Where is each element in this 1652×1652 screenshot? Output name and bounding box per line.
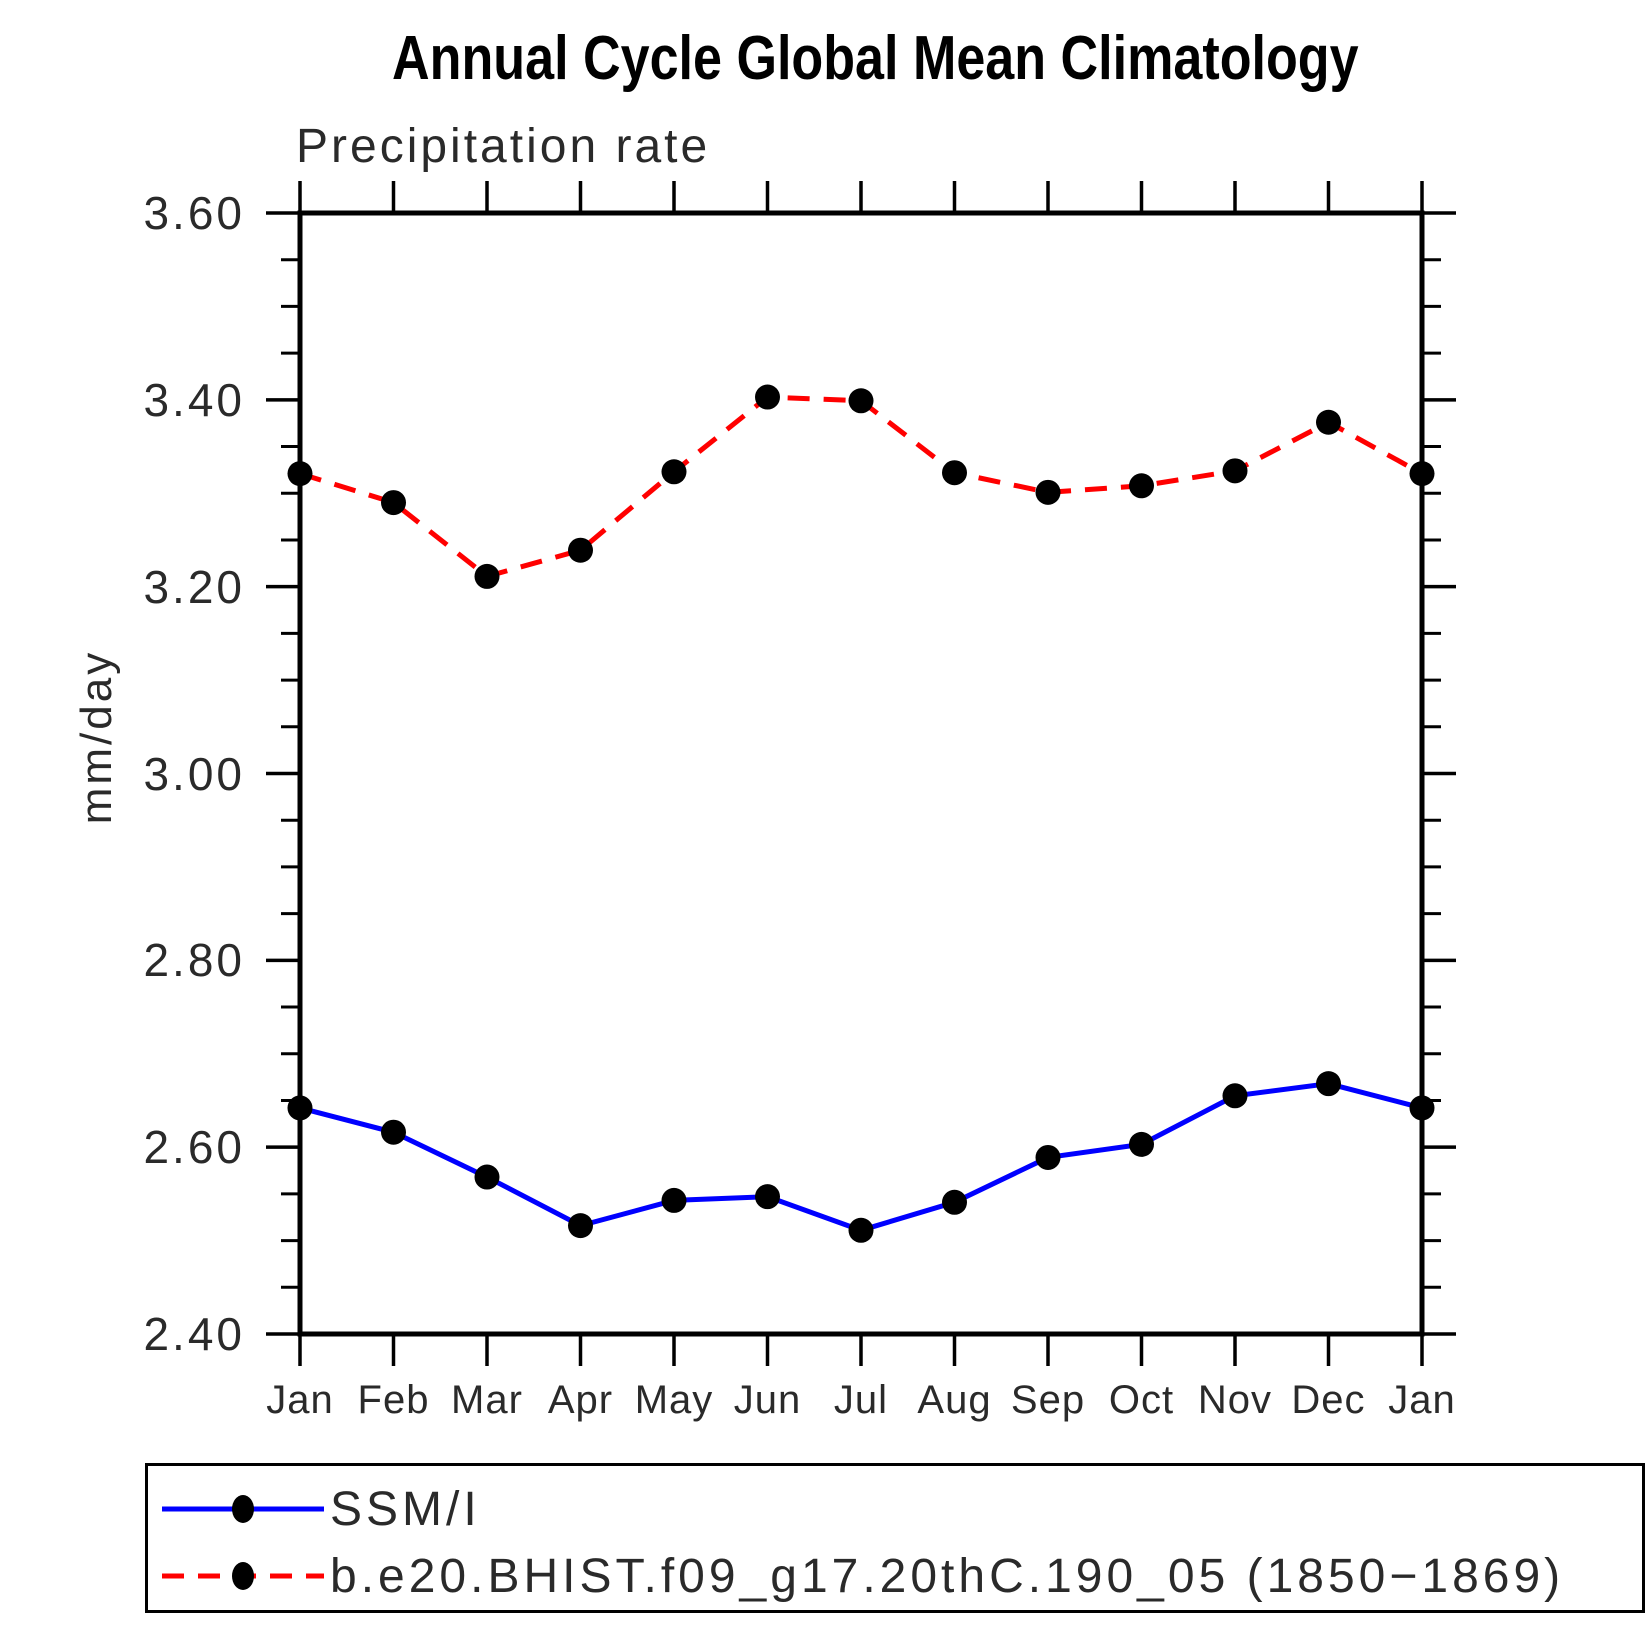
model-data-point: [1316, 409, 1341, 435]
plot-frame-rect: [297, 210, 1425, 1337]
legend-box: SSM/I b.e20.BHIST.f09_g17.20thC.190_05 (…: [145, 1463, 1645, 1613]
x-tick-label: Feb: [357, 1378, 430, 1422]
y-tick-label: 2.60: [143, 1121, 245, 1174]
y-tick-label: 3.00: [143, 747, 245, 800]
ssmi-data-point: [661, 1187, 687, 1213]
model-data-point: [287, 461, 313, 487]
model-data-point: [1035, 479, 1061, 505]
x-tick-label: Jun: [733, 1378, 802, 1422]
ssmi-data-point: [755, 1184, 780, 1210]
x-tick-label: Dec: [1291, 1378, 1366, 1422]
y-tick-label: 3.60: [143, 187, 245, 239]
model-data-point: [755, 384, 780, 410]
model-data-point: [942, 460, 967, 486]
ssmi-data-point: [1316, 1071, 1341, 1097]
model-data-point: [568, 537, 593, 563]
chart-subtitle: Precipitation rate: [296, 120, 711, 173]
x-tick-label: Jan: [266, 1378, 334, 1422]
ssmi-data-point: [848, 1217, 874, 1243]
chart-title-text: Annual Cycle Global Mean Climatology: [392, 24, 1359, 93]
model-data-point: [381, 490, 406, 516]
x-tick-label: Oct: [1108, 1378, 1175, 1422]
model-data-point: [1222, 458, 1248, 484]
legend-item-model: b.e20.BHIST.f09_g17.20thC.190_05 (1850−1…: [156, 1546, 1564, 1606]
y-tick-label: 3.20: [143, 560, 245, 613]
x-tick-label: May: [634, 1378, 714, 1422]
legend-line-sample-solid: [162, 1495, 324, 1523]
ssmi-data-point: [942, 1189, 967, 1215]
y-tick-label: 2.40: [143, 1308, 245, 1360]
y-tick-label: 3.40: [143, 373, 245, 426]
x-tick-label: Jul: [833, 1378, 889, 1422]
legend-label-model: b.e20.BHIST.f09_g17.20thC.190_05 (1850−1…: [330, 1549, 1565, 1603]
axis-ticks: [266, 181, 1456, 1366]
ssmi-data-point: [1035, 1144, 1061, 1170]
model-data-point: [848, 388, 874, 414]
ssmi-data-point: [1409, 1095, 1435, 1121]
x-tick-label: Sep: [1010, 1378, 1086, 1422]
chart-title: Annual Cycle Global Mean Climatology: [300, 26, 1422, 92]
y-tick-label: 2.80: [143, 934, 245, 987]
legend-marker-dot: [232, 1562, 254, 1590]
model-data-point: [474, 563, 500, 589]
plot-frame: [297, 210, 1425, 1337]
model-line: [299, 394, 1424, 580]
legend-item-ssmi: SSM/I: [156, 1479, 481, 1539]
x-tick-label: Jan: [1388, 1378, 1456, 1422]
x-tick-label: Aug: [917, 1378, 992, 1422]
model-data-point: [1409, 461, 1435, 487]
ssmi-data-point: [1222, 1083, 1248, 1109]
ssmi-data-point: [381, 1119, 406, 1145]
model-data-point: [661, 459, 687, 485]
legend-line-sample-dashed: [162, 1562, 324, 1590]
model-data-point: [1129, 473, 1154, 499]
x-tick-label: Mar: [451, 1378, 523, 1422]
ssmi-data-point: [474, 1164, 500, 1190]
ssmi-line: [299, 1081, 1423, 1233]
x-tick-label: Nov: [1197, 1378, 1273, 1422]
legend-label-ssmi: SSM/I: [330, 1482, 481, 1536]
legend-marker-dot: [232, 1495, 254, 1523]
ssmi-data-point: [1129, 1131, 1154, 1157]
x-tick-label: Apr: [547, 1378, 614, 1422]
ssmi-data-point: [568, 1213, 593, 1239]
ssmi-data-point: [287, 1095, 313, 1121]
data-series: [287, 384, 1435, 1243]
